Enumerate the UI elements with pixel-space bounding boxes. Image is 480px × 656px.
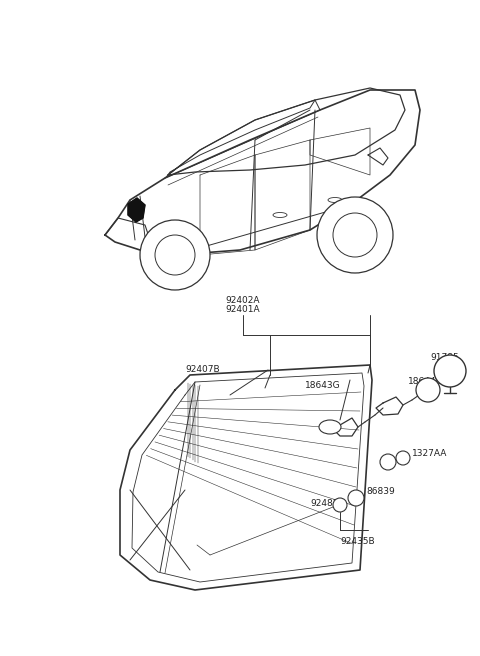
Ellipse shape <box>273 213 287 218</box>
Circle shape <box>396 451 410 465</box>
Text: 92435B: 92435B <box>340 537 374 546</box>
Text: 1327AA: 1327AA <box>412 449 447 459</box>
Ellipse shape <box>319 420 341 434</box>
Text: 92401A: 92401A <box>226 305 260 314</box>
Ellipse shape <box>328 197 342 203</box>
Text: 18644D: 18644D <box>408 377 444 386</box>
Circle shape <box>333 498 347 512</box>
Text: 18643G: 18643G <box>305 380 341 390</box>
Circle shape <box>317 197 393 273</box>
Circle shape <box>140 220 210 290</box>
Circle shape <box>333 213 377 257</box>
Text: 86839: 86839 <box>366 487 395 497</box>
Circle shape <box>155 235 195 275</box>
Text: 92402A: 92402A <box>226 296 260 305</box>
Circle shape <box>348 490 364 506</box>
Polygon shape <box>128 198 145 222</box>
Circle shape <box>434 355 466 387</box>
Circle shape <box>416 378 440 402</box>
Text: 92407B: 92407B <box>185 365 220 375</box>
Text: 91785: 91785 <box>430 353 459 362</box>
Text: 92482: 92482 <box>310 499 338 508</box>
Circle shape <box>380 454 396 470</box>
